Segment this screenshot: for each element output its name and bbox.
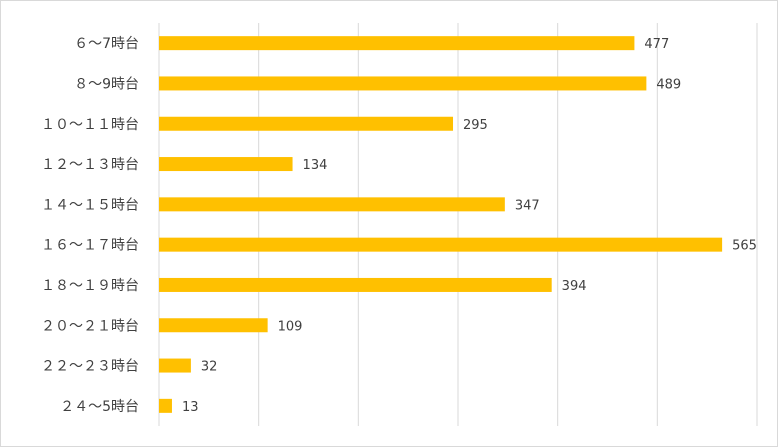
value-label: 109 bbox=[278, 319, 303, 334]
bar bbox=[159, 36, 635, 51]
value-label: 477 bbox=[644, 37, 669, 52]
category-label: １６～１７時台 bbox=[41, 238, 139, 254]
bar bbox=[159, 157, 293, 172]
value-label: 489 bbox=[656, 77, 681, 92]
category-label: ８～9時台 bbox=[74, 76, 139, 92]
category-label: ６～7時台 bbox=[74, 36, 139, 52]
bar bbox=[159, 197, 505, 212]
bar bbox=[159, 398, 172, 413]
bars bbox=[159, 36, 723, 413]
category-label: ２０～２１時台 bbox=[41, 318, 139, 334]
value-label: 565 bbox=[732, 239, 757, 254]
bar bbox=[159, 237, 723, 252]
category-label: ２２～２３時台 bbox=[41, 359, 139, 375]
bar bbox=[159, 318, 268, 333]
category-label: ２４～5時台 bbox=[60, 399, 139, 415]
value-label: 394 bbox=[562, 279, 587, 294]
value-labels: 477 489 295 134 347 565 394 109 32 13 bbox=[182, 37, 757, 415]
bar bbox=[159, 76, 647, 91]
category-label: １４～１５時台 bbox=[41, 197, 139, 213]
value-label: 347 bbox=[515, 198, 540, 213]
category-label: １０～１１時台 bbox=[41, 117, 139, 133]
bar bbox=[159, 277, 552, 292]
value-label: 134 bbox=[303, 158, 328, 173]
bar bbox=[159, 116, 454, 131]
value-label: 13 bbox=[182, 400, 199, 415]
bar bbox=[159, 358, 191, 373]
category-label: １８～１９時台 bbox=[41, 278, 139, 294]
category-label: １２～１３時台 bbox=[41, 157, 139, 173]
value-label: 32 bbox=[201, 360, 218, 375]
category-labels: ６～7時台 ８～9時台 １０～１１時台 １２～１３時台 １４～１５時台 １６～１７時台 １８… bbox=[41, 36, 139, 415]
value-label: 295 bbox=[463, 118, 488, 133]
